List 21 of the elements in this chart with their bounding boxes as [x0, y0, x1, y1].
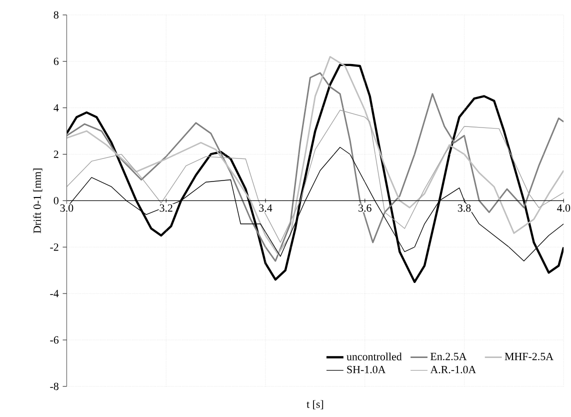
x-tick-label: 3.4	[259, 204, 272, 212]
x-tick-label: 3.6	[358, 204, 372, 212]
y-tick-label: -2	[50, 243, 58, 251]
x-tick-label: 4.0	[557, 204, 570, 212]
legend-label: MHF-2.5A	[504, 352, 554, 360]
y-tick-label: 4	[54, 104, 59, 112]
legend-label: En.2.5A	[430, 352, 467, 360]
y-tick-label: 6	[54, 58, 59, 65]
y-tick-label: 8	[54, 11, 58, 19]
y-tick-label: -8	[50, 382, 58, 390]
y-axis-title: Drift 0-1 [mm]	[33, 168, 42, 234]
legend-label: A.R.-1.0A	[430, 366, 476, 374]
y-tick-label: -6	[50, 336, 59, 344]
x-axis-title: t [s]	[306, 400, 324, 410]
y-tick-label: 0	[54, 196, 58, 204]
legend-label: SH-1.0A	[347, 366, 386, 374]
x-tick-label: 3.8	[458, 204, 471, 212]
y-tick-label: 2	[54, 150, 58, 158]
y-tick-label: -4	[50, 290, 59, 298]
x-tick-label: 3.2	[160, 204, 172, 212]
legend-label: uncontrolled	[346, 352, 402, 360]
